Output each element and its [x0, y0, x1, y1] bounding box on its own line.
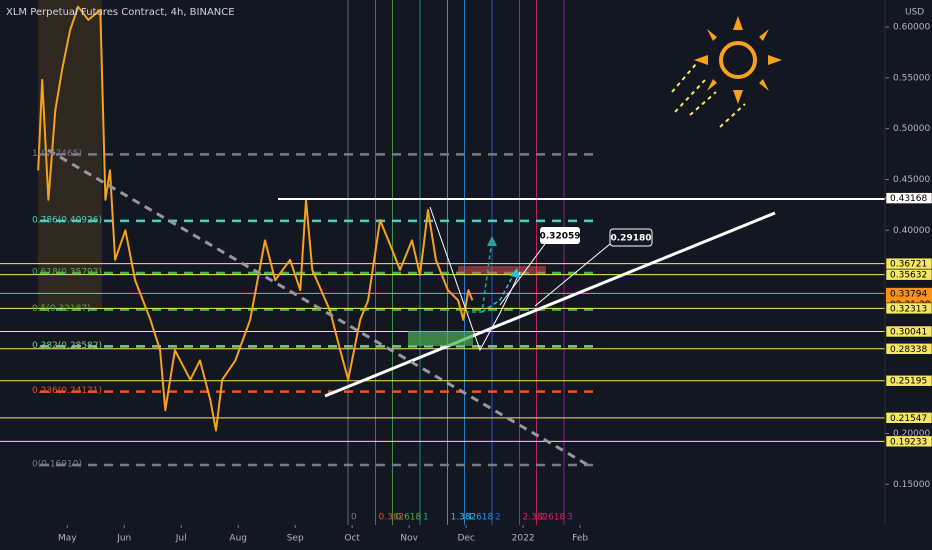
- x-tick-label: Jul: [175, 534, 187, 544]
- time-fib-label: 1.382: [451, 513, 477, 523]
- x-tick-label: Aug: [229, 534, 247, 544]
- rain: [671, 63, 746, 128]
- time-fib-label: 3: [567, 513, 573, 523]
- x-tick-label: Dec: [457, 534, 474, 544]
- price-label: 0.30041: [890, 327, 927, 337]
- y-tick-label: 0.60000: [893, 23, 930, 33]
- price-label: 0.21547: [890, 414, 927, 424]
- fib-label: 0.236(0.24121): [32, 386, 102, 396]
- price-label: 0.32313: [890, 304, 927, 314]
- price-label: 0.33794: [890, 289, 927, 299]
- y-tick-label: 0.45000: [893, 175, 930, 185]
- time-fib-label: 0: [351, 513, 357, 523]
- fib-label: 0(0.16910): [32, 459, 82, 469]
- price-label-box: [885, 435, 932, 448]
- time-fib-label: 2.382: [523, 513, 549, 523]
- price-label: 0.35632: [890, 271, 927, 281]
- fib-label: 0.786(0.40926): [32, 215, 102, 225]
- price-label-box: [885, 302, 932, 315]
- y-tick-label: 0.40000: [893, 226, 930, 236]
- drawings: 0.32059 0.29180: [47, 16, 885, 467]
- price-label-box: [885, 268, 932, 281]
- x-tick-label: Feb: [572, 534, 588, 544]
- trend-line-dashed: [47, 148, 589, 467]
- fib-label: 1(0.47465): [32, 149, 82, 159]
- price-label-box: [885, 374, 932, 387]
- price-label-box: [885, 192, 932, 204]
- y-tick-label: 0.55000: [893, 73, 930, 83]
- y-tick-label: 0.20000: [893, 429, 930, 439]
- price-label: 0.43168: [890, 194, 927, 204]
- time-fib-label: 1.618: [467, 513, 493, 523]
- y-tick-label: 0.15000: [893, 480, 930, 490]
- price-label: 0.36721: [890, 260, 927, 270]
- trend-line: [324, 211, 776, 398]
- x-tick-label: Sep: [287, 534, 304, 544]
- arrow-head: [487, 236, 497, 246]
- time-fib-label: 2: [495, 513, 501, 523]
- x-tick-label: May: [58, 534, 77, 544]
- fib-label: 0.5(0.32187): [32, 304, 91, 314]
- callout-label: 0.29180: [611, 234, 652, 244]
- time-fib-label: 1: [423, 513, 429, 523]
- time-fib-label: 0.382: [379, 513, 405, 523]
- callout-label: 0.32059: [540, 232, 581, 242]
- callout-box: [540, 227, 580, 244]
- arrow-path: [481, 271, 516, 313]
- callout-line: [499, 243, 546, 306]
- callout-box: [609, 228, 653, 247]
- y-tick-label: 0.50000: [893, 124, 930, 134]
- x-tick-label: Nov: [400, 534, 418, 544]
- price-label-box: [885, 325, 932, 338]
- price-line: [37, 5, 474, 432]
- price-label-box: [885, 343, 932, 355]
- x-tick-label: Jun: [116, 534, 131, 544]
- price-label-box: [885, 412, 932, 424]
- sun-icon: [694, 16, 782, 104]
- price-label: 0.19233: [890, 437, 927, 447]
- time-fib-label: 0.618: [395, 513, 421, 523]
- y-axis-label: USD: [905, 8, 924, 18]
- zone-box: [408, 331, 473, 346]
- fib-label: 0.382(0.28582): [32, 341, 102, 351]
- price-label: 0.25195: [890, 377, 927, 387]
- zone-box: [458, 266, 546, 274]
- fib-label: 0.618(0.35793): [32, 268, 102, 278]
- projection: [429, 206, 521, 352]
- time-fib-label: 2.618: [539, 513, 565, 523]
- price-label: 0.28338: [890, 345, 927, 355]
- x-tick-label: Oct: [344, 534, 360, 544]
- x-tick-label: 2022: [512, 534, 535, 544]
- callout-line: [534, 243, 611, 307]
- arrow-head: [510, 268, 520, 278]
- chart-title: XLM Perpetual Futures Contract, 4h, BINA…: [6, 7, 235, 18]
